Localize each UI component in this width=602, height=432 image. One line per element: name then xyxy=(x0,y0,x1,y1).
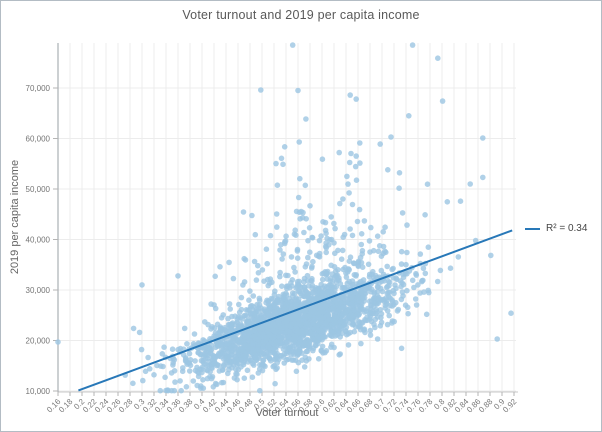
chart-title: Voter turnout and 2019 per capita income xyxy=(182,8,420,22)
y-tick-label: 70,000 xyxy=(26,84,51,93)
trend-line xyxy=(78,229,513,392)
trendline-legend-swatch xyxy=(525,227,540,230)
y-tick-label: 40,000 xyxy=(26,236,51,245)
y-tick-label: 60,000 xyxy=(26,135,51,144)
legend: R² = 0.34 xyxy=(525,223,587,234)
data-points xyxy=(55,42,514,394)
y-tick-label: 10,000 xyxy=(26,387,51,396)
y-axis-title: 2019 per capita income xyxy=(9,159,21,275)
y-axis-ticks: 10,000 20,000 30,000 40,000 50,000 60,000 70,0… xyxy=(26,84,58,396)
trendline-legend-label: R² = 0.34 xyxy=(546,223,588,234)
axes xyxy=(57,43,518,393)
y-tick-label: 50,000 xyxy=(26,185,51,194)
x-axis-title: Voter turnout xyxy=(255,407,319,419)
y-tick-label: 20,000 xyxy=(26,337,51,346)
y-tick-label: 30,000 xyxy=(26,286,51,295)
